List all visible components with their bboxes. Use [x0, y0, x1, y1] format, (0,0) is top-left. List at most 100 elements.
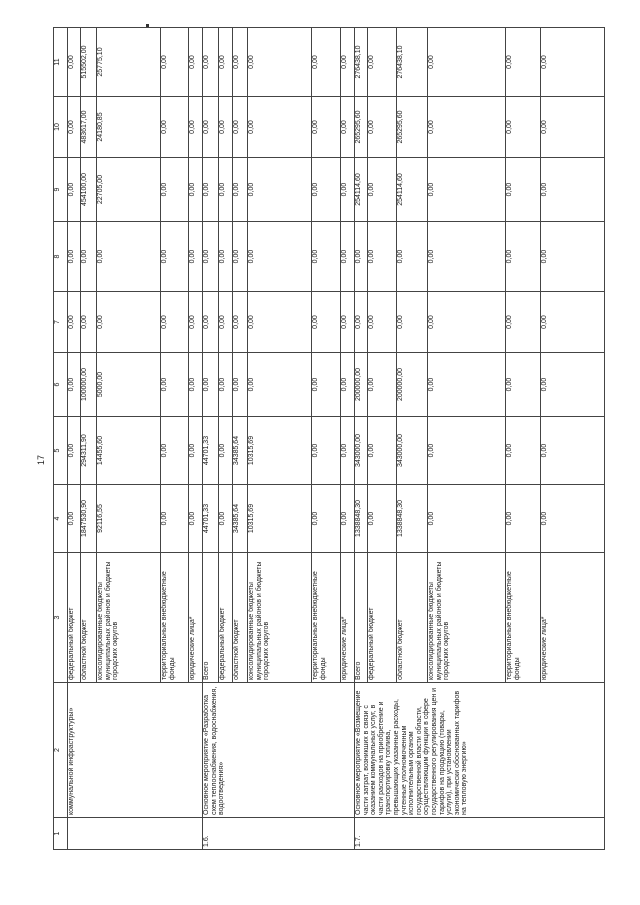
amount-cell: 265295,60: [354, 96, 368, 158]
column-number: 9: [53, 157, 68, 222]
amount-cell: 0,00: [540, 352, 605, 417]
amount-cell: 276438,10: [396, 27, 428, 97]
amount-cell: 0,00: [218, 352, 233, 417]
amount-cell: 0,00: [188, 96, 203, 158]
amount-cell: 10315,69: [247, 484, 312, 553]
amount-cell: 483617,00: [80, 96, 97, 158]
amount-cell: 0,00: [340, 352, 355, 417]
amount-cell: 1338848,30: [354, 484, 368, 553]
amount-cell: 454100,00: [80, 157, 97, 222]
column-number: 5: [53, 416, 68, 485]
amount-cell: 0,00: [505, 157, 541, 222]
funding-source: областной бюджет: [80, 552, 97, 683]
amount-cell: 200000,00: [354, 352, 368, 417]
amount-cell: 0,00: [188, 416, 203, 485]
amount-cell: 0,00: [232, 27, 248, 97]
amount-cell: 0,00: [96, 291, 161, 353]
amount-cell: 0,00: [218, 96, 233, 158]
amount-cell: 0,00: [427, 96, 506, 158]
amount-cell: 265295,60: [396, 96, 428, 158]
amount-cell: 0,00: [367, 291, 397, 353]
funding-source: территориальные внебюджетные фонды: [505, 552, 541, 683]
amount-cell: 0,00: [247, 221, 312, 292]
amount-cell: 0,00: [202, 96, 219, 158]
amount-cell: 0,00: [540, 416, 605, 485]
amount-cell: 0,00: [160, 484, 189, 553]
amount-cell: 0,00: [505, 484, 541, 553]
funding-source: областной бюджет: [396, 552, 428, 683]
funding-source: юридические лица*: [340, 552, 355, 683]
column-number: 7: [53, 291, 68, 353]
amount-cell: 0,00: [540, 27, 605, 97]
amount-cell: 10315,69: [247, 416, 312, 485]
amount-cell: 0,00: [202, 291, 219, 353]
amount-cell: 0,00: [427, 221, 506, 292]
amount-cell: 0,00: [505, 291, 541, 353]
amount-cell: 0,00: [232, 291, 248, 353]
amount-cell: 0,00: [160, 416, 189, 485]
amount-cell: 0,00: [232, 157, 248, 222]
item-number: [67, 817, 203, 850]
amount-cell: 0,00: [218, 221, 233, 292]
amount-cell: 0,00: [505, 27, 541, 97]
page-number: 17: [36, 454, 46, 465]
amount-cell: 0,00: [311, 416, 341, 485]
funding-source: Всего: [354, 552, 368, 683]
amount-cell: 0,00: [188, 27, 203, 97]
amount-cell: 0,00: [188, 221, 203, 292]
table-row: коммунальной инфраструктуры» федеральный …: [67, 27, 203, 850]
amount-cell: 0,00: [505, 221, 541, 292]
amount-cell: 34385,64: [232, 484, 248, 553]
column-number: 8: [53, 221, 68, 292]
funding-source: федеральный бюджет: [218, 552, 233, 683]
amount-cell: 0,00: [396, 291, 428, 353]
column-number: 11: [53, 27, 68, 97]
amount-cell: 0,00: [340, 96, 355, 158]
amount-cell: 0,00: [160, 221, 189, 292]
column-number: 2: [53, 682, 68, 818]
amount-cell: 0,00: [311, 96, 341, 158]
amount-cell: 0,00: [160, 291, 189, 353]
amount-cell: 0,00: [96, 221, 161, 292]
amount-cell: 0,00: [367, 157, 397, 222]
amount-cell: 92116,55: [96, 484, 161, 553]
amount-cell: 0,00: [340, 27, 355, 97]
amount-cell: 0,00: [188, 484, 203, 553]
funding-source: юридические лица*: [540, 552, 605, 683]
funding-source: областной бюджет: [232, 552, 248, 683]
amount-cell: 0,00: [396, 221, 428, 292]
amount-cell: 22705,00: [96, 157, 161, 222]
amount-cell: 343000,00: [396, 416, 428, 485]
amount-cell: 14455,60: [96, 416, 161, 485]
amount-cell: 0,00: [160, 157, 189, 222]
funding-source: федеральный бюджет: [67, 552, 81, 683]
amount-cell: 276438,10: [354, 27, 368, 97]
amount-cell: 0,00: [160, 352, 189, 417]
amount-cell: 5000,00: [96, 352, 161, 417]
amount-cell: 515502,00: [80, 27, 97, 97]
amount-cell: 0,00: [505, 352, 541, 417]
funding-table: 1 2 3 4 5 6 7 8 9 10 11 коммунальной инфраструктуры…: [53, 27, 605, 850]
amount-cell: 0,00: [218, 157, 233, 222]
amount-cell: 254114,60: [396, 157, 428, 222]
amount-cell: 0,00: [311, 157, 341, 222]
amount-cell: 0,00: [354, 221, 368, 292]
amount-cell: 0,00: [232, 221, 248, 292]
item-title: Основное мероприятие «Разработка схем те…: [202, 682, 355, 818]
amount-cell: 254114,60: [354, 157, 368, 222]
column-number: 10: [53, 96, 68, 158]
amount-cell: 0,00: [80, 221, 97, 292]
funding-source: Всего: [202, 552, 219, 683]
amount-cell: 0,00: [340, 157, 355, 222]
amount-cell: 44701,33: [202, 484, 219, 553]
amount-cell: 0,00: [367, 221, 397, 292]
amount-cell: 0,00: [540, 291, 605, 353]
column-number: 4: [53, 484, 68, 553]
column-number: 1: [53, 817, 68, 850]
amount-cell: 0,00: [188, 157, 203, 222]
amount-cell: 0,00: [247, 27, 312, 97]
amount-cell: 0,00: [188, 291, 203, 353]
column-number: 3: [53, 552, 68, 683]
amount-cell: 343000,00: [354, 416, 368, 485]
amount-cell: 0,00: [540, 484, 605, 553]
